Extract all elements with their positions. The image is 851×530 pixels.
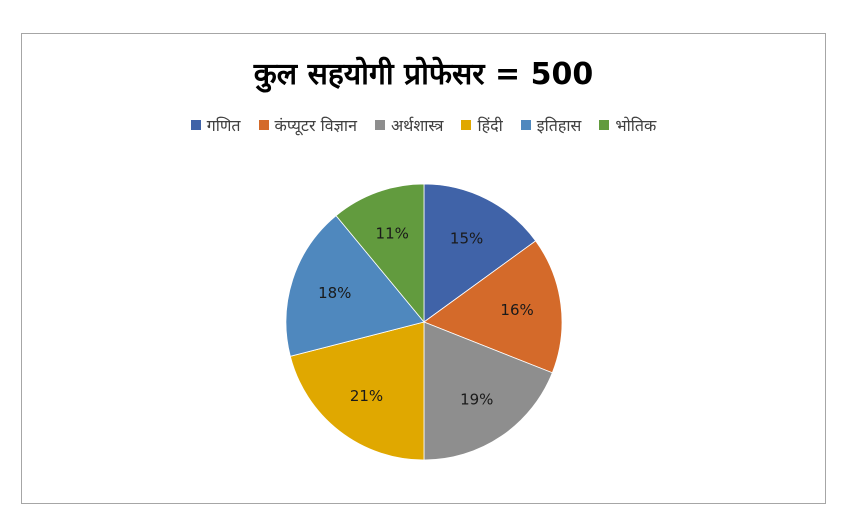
legend-swatch: [599, 120, 610, 130]
legend-label: इतिहास: [536, 116, 582, 135]
legend-item: कंप्यूटर विज्ञान: [258, 114, 357, 136]
pie-slice: [285, 215, 425, 357]
slice-data-label: 21%: [350, 387, 383, 405]
pie-slice: [423, 321, 553, 461]
chart-title: कुल सहयोगी प्रोफेसर = 500: [253, 57, 594, 92]
legend-swatch: [374, 120, 385, 130]
pie-slice: [423, 183, 537, 323]
slice-data-label: 11%: [376, 225, 409, 243]
legend-item: इतिहास: [520, 114, 582, 136]
legend-item: अर्थशास्त्र: [374, 114, 444, 136]
slice-data-label: 19%: [460, 391, 493, 409]
legend-swatch: [520, 120, 531, 130]
slice-data-label: 15%: [450, 229, 483, 247]
pie-slice: [335, 183, 425, 324]
legend-swatch: [190, 120, 201, 130]
pie-slice: [289, 321, 425, 461]
slice-data-label: 18%: [318, 284, 351, 302]
legend-swatch: [258, 120, 269, 130]
legend-label: अर्थशास्त्र: [390, 116, 444, 135]
legend-label: कंप्यूटर विज्ञान: [274, 116, 357, 135]
pie-slice: [423, 240, 563, 374]
legend-label: हिंदी: [477, 116, 503, 135]
chart-legend: गणित कंप्यूटर विज्ञान अर्थशास्त्र हिंदी इतिह…: [22, 114, 825, 136]
legend-item: गणित: [190, 114, 241, 136]
legend-item: भोतिक: [599, 114, 656, 136]
legend-swatch: [461, 120, 472, 130]
legend-label: भोतिक: [615, 116, 657, 135]
legend-item: हिंदी: [461, 114, 503, 136]
slice-data-label: 16%: [500, 301, 533, 319]
legend-label: गणित: [206, 116, 241, 135]
